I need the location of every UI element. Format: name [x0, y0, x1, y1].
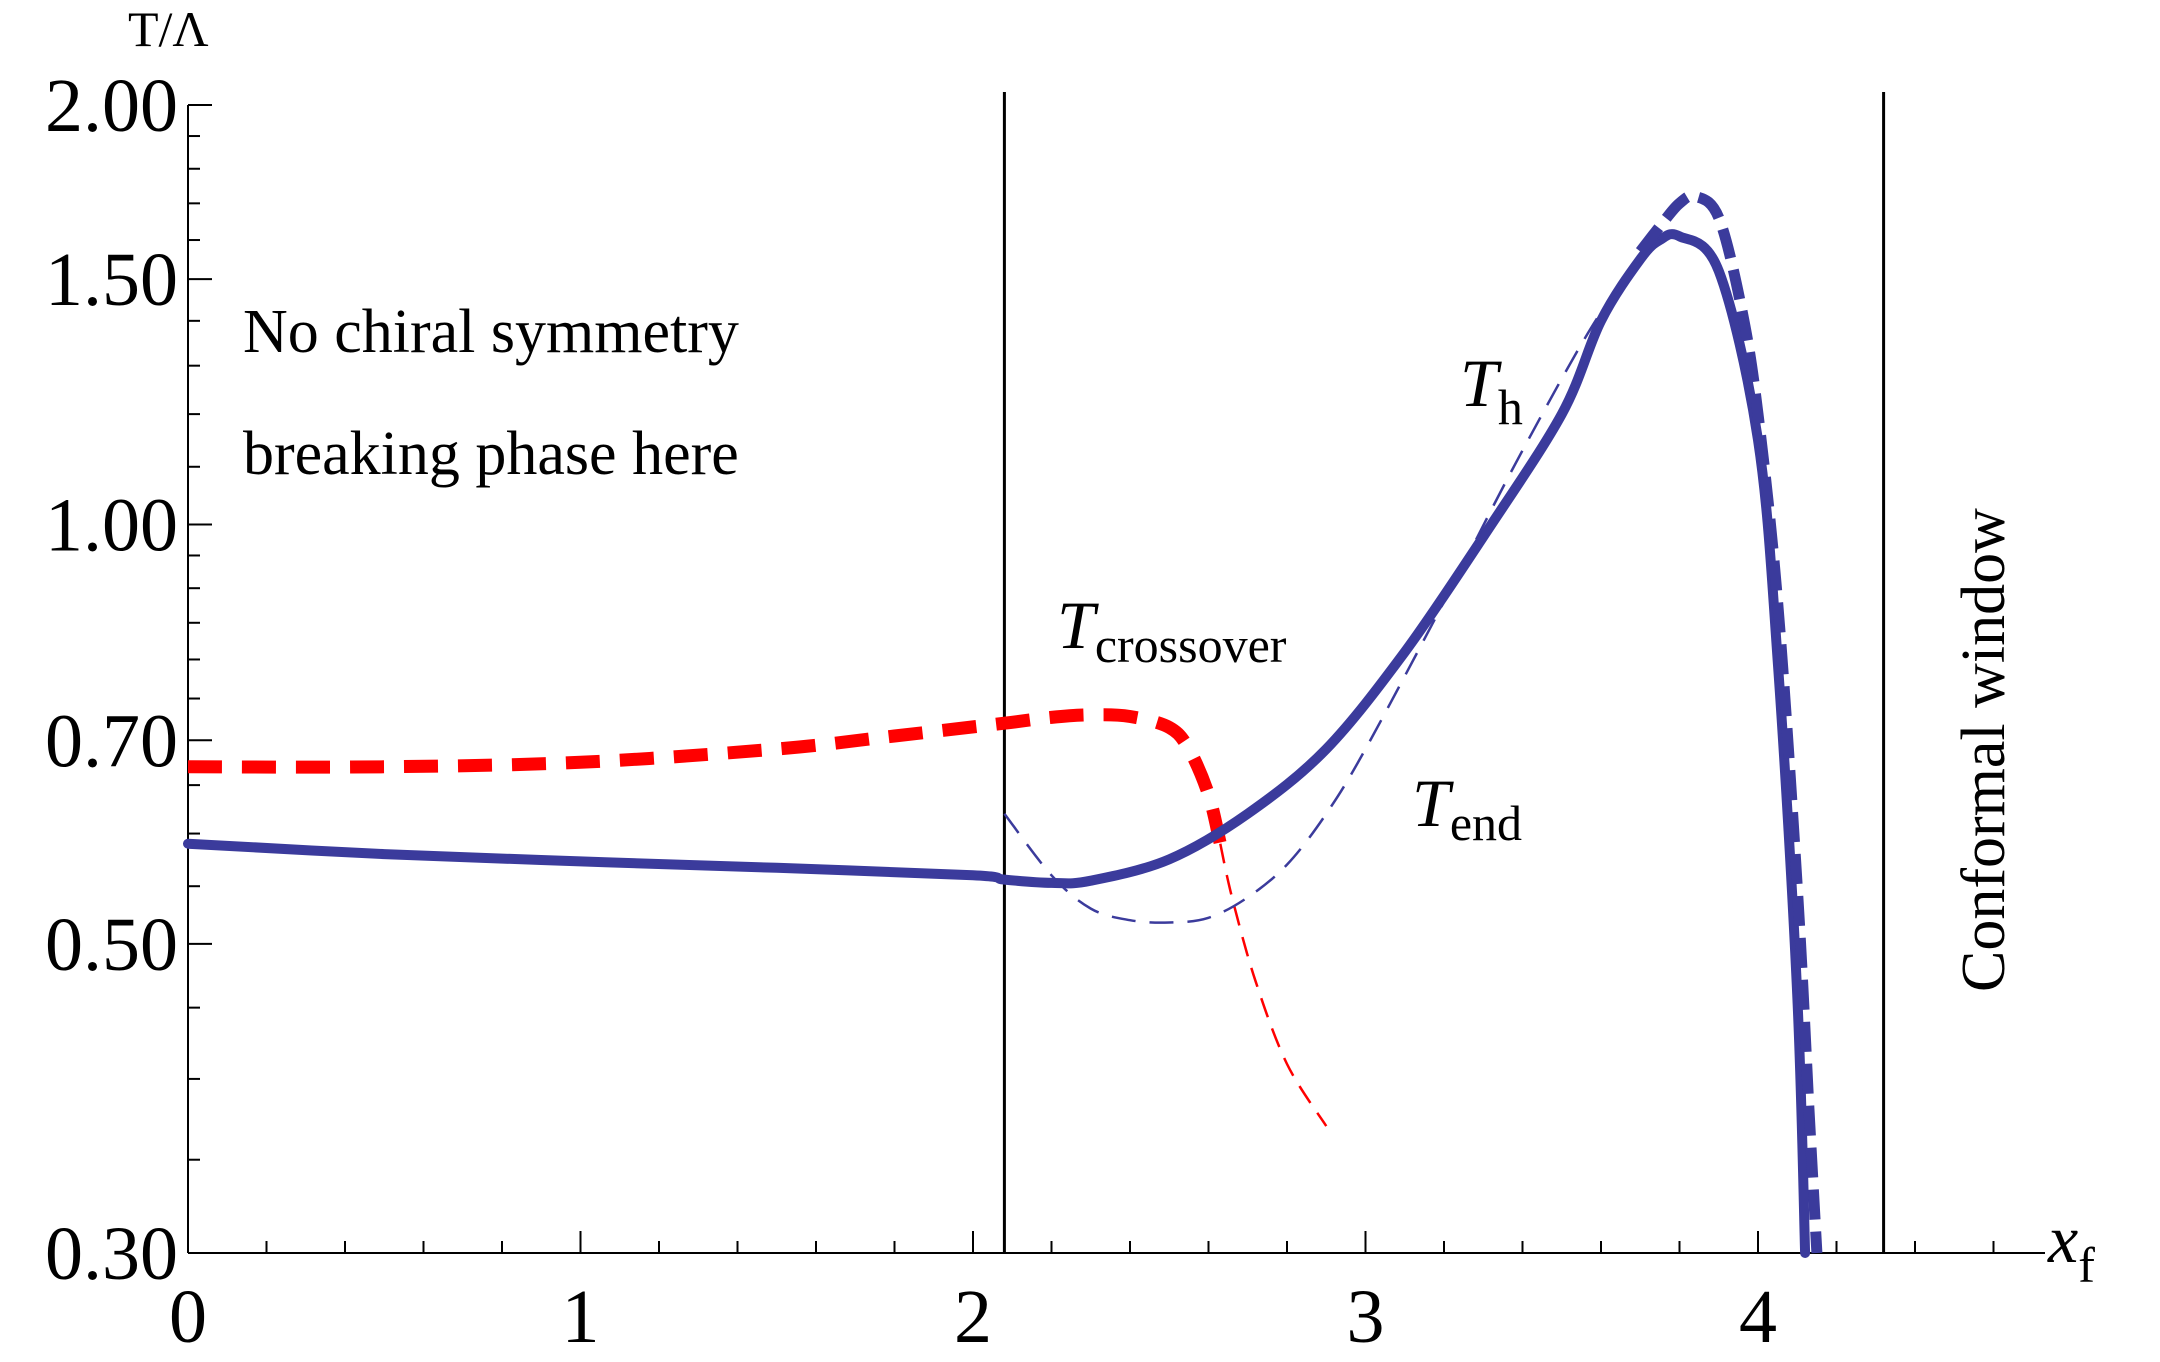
vertical-lines: [1002, 92, 1886, 1253]
label-t-end: Tend: [1412, 765, 1522, 851]
axes: [187, 104, 2045, 1254]
y-tick-label: 1.00: [45, 483, 178, 567]
x-tick-label: 3: [1347, 1275, 1385, 1359]
x-tick-label: 4: [1739, 1275, 1777, 1359]
x-axis-title: xf: [2047, 1201, 2095, 1293]
series-layer: [183, 190, 1823, 1258]
series-line-blue-thick-solid: [183, 229, 1811, 1258]
annotation-conformal-window: Conformal window: [1950, 508, 2018, 992]
label-t-crossover: Tcrossover: [1057, 587, 1287, 673]
y-axis-title: T/Λ: [128, 1, 209, 57]
y-tick-label: 0.30: [45, 1212, 178, 1296]
series-line-blue-thin-dashed: [1003, 239, 1661, 924]
series-line-red-thick-dashed: [187, 708, 1227, 846]
series-line-blue-thick-dashed: [1635, 190, 1823, 1254]
y-tick-label: 0.70: [45, 699, 178, 783]
x-tick-label: 2: [954, 1275, 992, 1359]
series-line-red-thin-dashed: [1219, 843, 1328, 1127]
annotation-phase-line1: No chiral symmetry: [243, 298, 739, 366]
x-tick-label: 1: [562, 1275, 600, 1359]
x-tick-label: 0: [169, 1275, 207, 1359]
annotation-phase-line2: breaking phase here: [243, 420, 739, 488]
y-tick-label: 2.00: [45, 64, 178, 148]
tick-labels: 0.30 0.50 0.70 1.00 1.50 2.00 0 1 2 3 4: [45, 64, 1777, 1359]
y-tick-label: 1.50: [45, 238, 178, 322]
y-tick-label: 0.50: [45, 903, 178, 987]
label-t-h: Th: [1460, 345, 1523, 435]
